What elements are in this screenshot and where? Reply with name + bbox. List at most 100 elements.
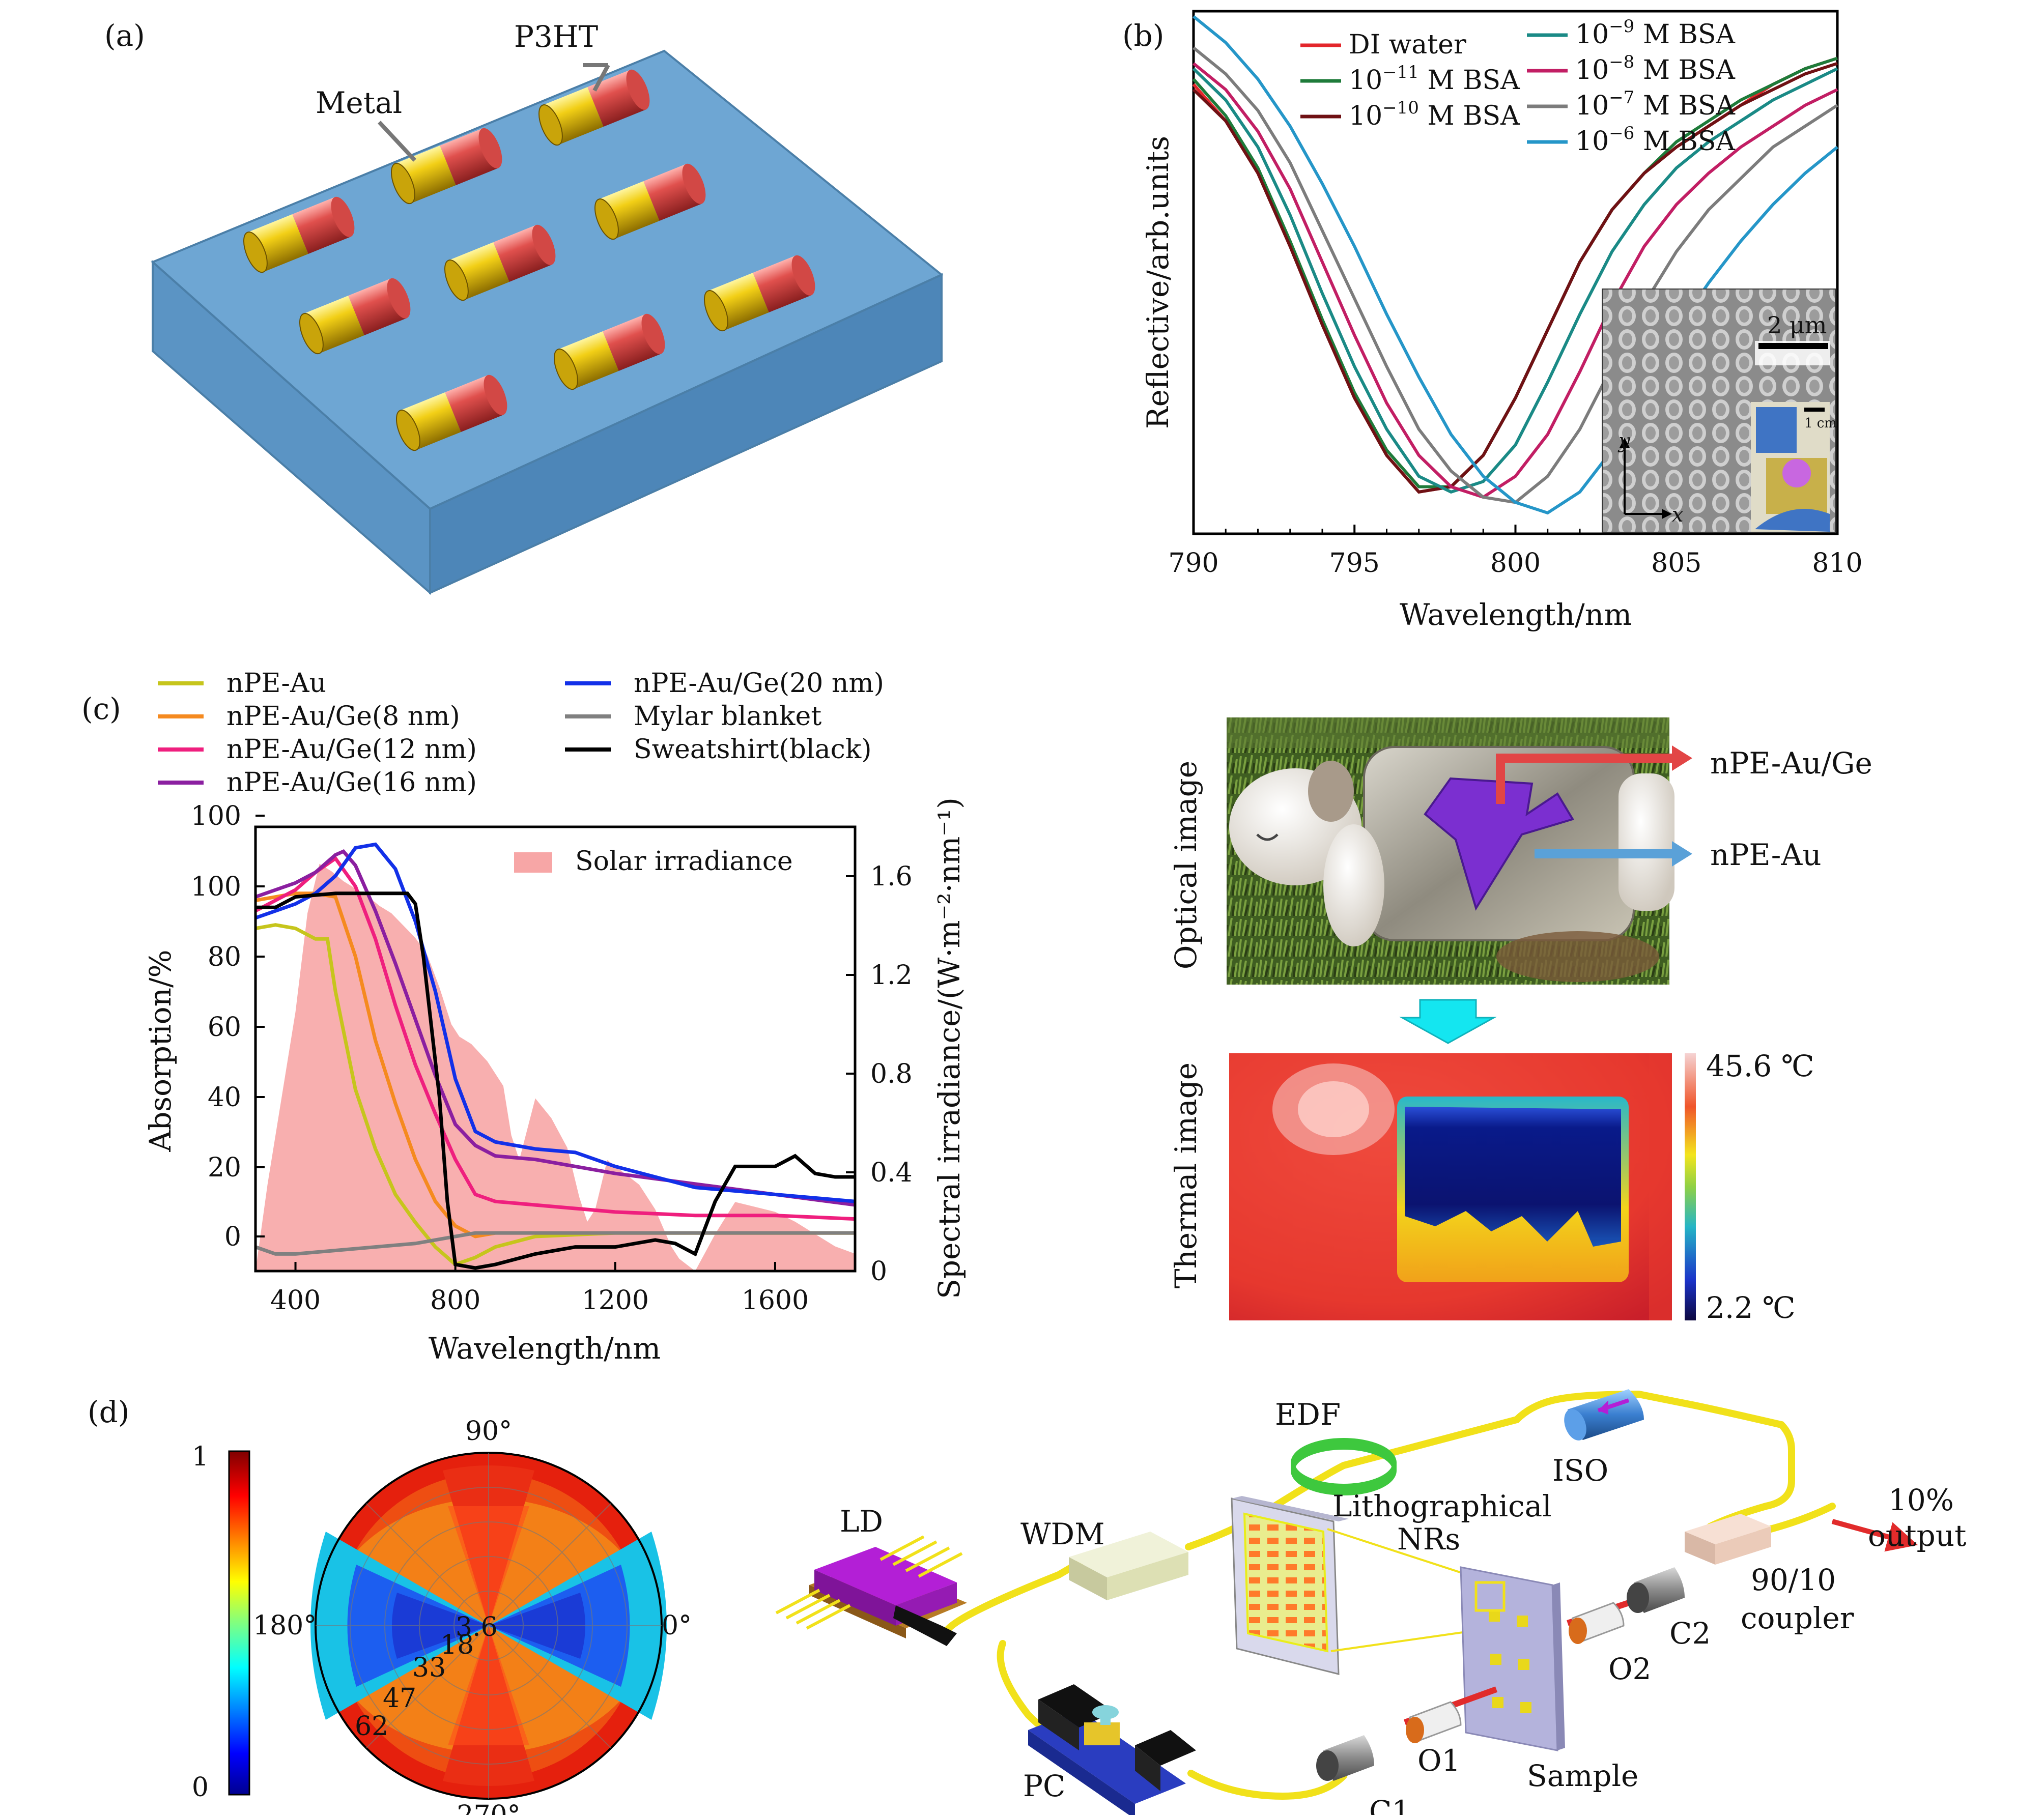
solar-legend-label: Solar irradiance — [575, 846, 793, 877]
x-tick-label-c-0: 400 — [270, 1285, 321, 1316]
plot-frame-c — [254, 825, 857, 1273]
objective-o2 — [1569, 1602, 1625, 1644]
iso-label: ISO — [1552, 1453, 1608, 1488]
nrs-label-1: Lithographical — [1332, 1489, 1552, 1523]
coupler-label-1: 90/10 — [1751, 1563, 1836, 1597]
series-line-c-3 — [254, 849, 856, 1207]
coupler — [1685, 1514, 1771, 1565]
panel-a: (a) P3HT Metal — [104, 18, 944, 595]
substrate-right — [429, 273, 943, 595]
x-axis-label-b: Wavelength/nm — [1400, 597, 1632, 632]
optical-image — [1227, 717, 1692, 985]
nr-plate — [1231, 1496, 1349, 1675]
y-axis-right-label-c: Spectral irradiance/(W·m⁻²·nm⁻¹) — [932, 797, 967, 1299]
y-right-tick-label-c-1: 0.4 — [870, 1158, 913, 1188]
nanorod — [538, 69, 650, 146]
y-tick-label-c-3: 60 — [208, 1012, 241, 1043]
metal-label: Metal — [316, 85, 402, 120]
panel-c-label: (c) — [81, 692, 121, 726]
y-tick-label-c-2: 40 — [208, 1082, 241, 1113]
y-tick-label-c-5: 100 — [191, 872, 241, 902]
inset-axis-x: x — [1672, 503, 1684, 527]
p3ht-label: P3HT — [514, 19, 599, 54]
solar-area — [256, 863, 855, 1271]
collimator-c1 — [1316, 1735, 1374, 1781]
polar-angle-0: 0° — [662, 1610, 692, 1641]
thermal-image — [1229, 1053, 1672, 1320]
thermal-colorbar — [1685, 1053, 1696, 1320]
output-label-1: 10% — [1888, 1483, 1954, 1517]
legend-label-c-0: nPE-Au — [226, 668, 326, 699]
wdm-label: WDM — [1020, 1517, 1105, 1551]
nanorod — [243, 196, 355, 273]
solar-irradiance-area — [256, 863, 855, 1271]
legend-label-b-2: 10−10 M BSA — [1349, 98, 1520, 131]
legend-label-c-4: nPE-Au/Ge(20 nm) — [634, 668, 884, 699]
objective-o1 — [1406, 1701, 1462, 1743]
sample-plate — [1460, 1566, 1565, 1751]
polar-angle-90: 90° — [465, 1416, 512, 1447]
nanorod — [299, 278, 411, 355]
legend-label-b-6: 10−6 M BSA — [1575, 123, 1736, 157]
y-axis-label-c: Absorption/% — [143, 949, 178, 1152]
panel-d: (d) 1 0 — [88, 1389, 1966, 1815]
radial-label-5: 62 — [355, 1711, 388, 1742]
legend-label-c-3: nPE-Au/Ge(16 nm) — [226, 767, 477, 798]
legend-label-b-4: 10−8 M BSA — [1575, 52, 1736, 85]
c2-label: C2 — [1669, 1616, 1711, 1651]
series-line-b-2 — [1192, 62, 1838, 494]
o2-label: O2 — [1608, 1652, 1651, 1686]
polar-colorbar-min: 0 — [192, 1772, 209, 1803]
series-line-c-6 — [256, 891, 855, 1270]
wdm — [1069, 1532, 1188, 1600]
polar-colorbar — [228, 1450, 250, 1796]
thermal-colorbar-min: 2.2 ℃ — [1706, 1290, 1796, 1325]
inset-axis-y: y — [1617, 429, 1631, 453]
nanorods — [243, 69, 815, 451]
legend-label-b-5: 10−7 M BSA — [1575, 88, 1736, 121]
polar-angle-180: 180° — [253, 1610, 317, 1641]
metal-pointer — [378, 121, 416, 162]
down-arrow — [1399, 999, 1497, 1044]
x-tick-label-b-2: 800 — [1490, 548, 1541, 579]
legend-label-c-2: nPE-Au/Ge(12 nm) — [226, 734, 477, 765]
polar-angle-270: 270° — [457, 1800, 520, 1815]
sample-label: Sample — [1527, 1759, 1638, 1793]
x-axis-label-c: Wavelength/nm — [429, 1331, 661, 1366]
x-tick-label-b-4: 810 — [1812, 548, 1862, 579]
series-line-b-4 — [1193, 62, 1838, 499]
y-tick-label-c-4: 80 — [208, 942, 241, 972]
p3ht-pointer — [592, 64, 610, 92]
sem-inset: 2 μm 1 cm y x — [1602, 289, 1837, 533]
y-axis-label-b: Reflective/arb.units — [1141, 136, 1175, 429]
polar-heatmap — [310, 1452, 667, 1800]
coupler-label-2: coupler — [1741, 1601, 1854, 1635]
ld-label: LD — [840, 1504, 883, 1539]
nanorod — [703, 255, 815, 332]
y-right-tick-label-c-0: 0 — [870, 1256, 887, 1287]
series-line-b-6 — [1193, 15, 1838, 515]
collimator-c2 — [1627, 1567, 1685, 1613]
x-tick-label-b-1: 795 — [1329, 548, 1380, 579]
polarization-controller — [1028, 1684, 1196, 1815]
panel-b-label: (b) — [1122, 18, 1164, 53]
nanorod — [444, 224, 556, 301]
output-arrow — [1831, 1519, 1918, 1552]
y-right-tick-label-c-4: 1.6 — [870, 861, 913, 892]
series-b — [1192, 15, 1838, 515]
radial-label-1: 3.6 — [456, 1612, 498, 1643]
y-right-tick-label-c-2: 0.8 — [870, 1059, 913, 1089]
tag-npe-au: nPE-Au — [1710, 838, 1822, 872]
nrs-label-2: NRs — [1397, 1522, 1460, 1557]
radial-label-3: 33 — [412, 1653, 446, 1683]
x-tick-label-b-3: 805 — [1651, 548, 1701, 579]
nanorod — [390, 128, 502, 205]
panel-d-label: (d) — [88, 1395, 129, 1429]
laser-diode — [775, 1535, 967, 1646]
pc-label: PC — [1023, 1769, 1065, 1803]
legend-label-b-1: 10−11 M BSA — [1349, 62, 1520, 96]
legend-label-b-0: DI water — [1349, 30, 1466, 60]
series-line-b-3 — [1192, 67, 1838, 494]
